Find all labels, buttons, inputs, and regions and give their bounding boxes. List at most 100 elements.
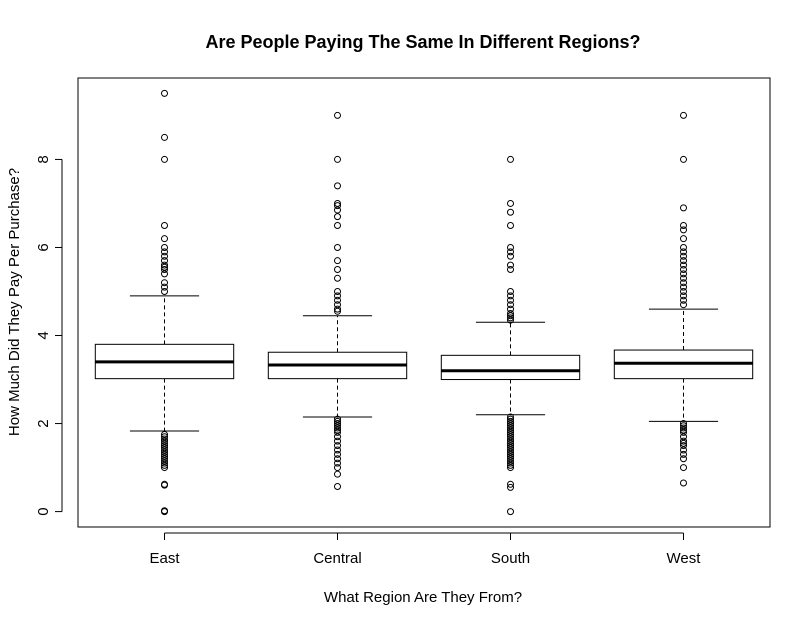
- outlier-point: [334, 422, 341, 430]
- boxes-layer: [94, 89, 754, 516]
- outlier-point: [680, 424, 687, 432]
- chart-title: Are People Paying The Same In Different …: [205, 32, 640, 52]
- outlier-point: [507, 261, 514, 269]
- outlier-point: [680, 252, 687, 260]
- outlier-point: [507, 480, 514, 488]
- y-tick-label: 8: [35, 155, 52, 163]
- outlier-point: [680, 248, 687, 256]
- outlier-point: [507, 439, 514, 447]
- outlier-point: [680, 221, 687, 229]
- outlier-point: [161, 287, 168, 295]
- outlier-point: [680, 204, 687, 212]
- outlier-point: [680, 261, 687, 269]
- outlier-point: [680, 287, 687, 295]
- outlier-point: [161, 442, 168, 450]
- outlier-point: [507, 483, 514, 491]
- outlier-point: [334, 111, 341, 119]
- outlier-point: [334, 265, 341, 273]
- outlier-point: [680, 479, 687, 487]
- outlier-point: [334, 433, 341, 441]
- outlier-point: [507, 287, 514, 295]
- outlier-point: [507, 296, 514, 304]
- outlier-point: [161, 480, 168, 488]
- outlier-point: [680, 111, 687, 119]
- outlier-point: [507, 446, 514, 454]
- outlier-point: [507, 444, 514, 452]
- outlier-point: [680, 265, 687, 273]
- outlier-point: [680, 426, 687, 434]
- outlier-point: [680, 274, 687, 282]
- outlier-point: [161, 133, 168, 141]
- outlier-point: [507, 426, 514, 434]
- outlier-point: [161, 263, 168, 271]
- outlier-point: [680, 437, 687, 445]
- outlier-point: [680, 301, 687, 309]
- outlier-point: [334, 307, 341, 315]
- outlier-point: [161, 89, 168, 97]
- outlier-point: [161, 464, 168, 472]
- outlier-point: [680, 155, 687, 163]
- outlier-point: [334, 424, 341, 432]
- outlier-point: [334, 417, 341, 425]
- outlier-point: [680, 292, 687, 300]
- y-axis: 0 2 4 6 8: [35, 155, 63, 516]
- outlier-point: [334, 155, 341, 163]
- outlier-point: [161, 279, 168, 287]
- outlier-point: [161, 459, 168, 467]
- box-group: [613, 111, 754, 487]
- outlier-point: [680, 442, 687, 450]
- outlier-point: [161, 433, 168, 441]
- outlier-point: [680, 439, 687, 447]
- x-axis: East Central South West: [149, 532, 702, 567]
- outlier-point: [680, 420, 687, 428]
- x-tick-label: West: [667, 550, 702, 567]
- outlier-point: [161, 283, 168, 291]
- outlier-point: [161, 261, 168, 269]
- outlier-point: [680, 243, 687, 251]
- outlier-point: [334, 274, 341, 282]
- outlier-point: [161, 507, 168, 515]
- outlier-point: [334, 446, 341, 454]
- outlier-point: [334, 437, 341, 445]
- outlier-point: [334, 464, 341, 472]
- x-axis-label: What Region Are They From?: [324, 589, 522, 606]
- outlier-point: [507, 248, 514, 256]
- outlier-point: [507, 417, 514, 425]
- outlier-point: [507, 221, 514, 229]
- outlier-point: [680, 257, 687, 265]
- outlier-point: [161, 270, 168, 278]
- outlier-point: [507, 301, 514, 309]
- outlier-point: [680, 428, 687, 436]
- box-group: [440, 155, 581, 516]
- outlier-point: [507, 413, 514, 421]
- box-group: [94, 89, 235, 516]
- outlier-point: [161, 461, 168, 469]
- outlier-point: [507, 464, 514, 472]
- outlier-point: [161, 457, 168, 465]
- outlier-point: [161, 431, 168, 439]
- outlier-point: [507, 459, 514, 467]
- outlier-point: [334, 243, 341, 251]
- outlier-point: [161, 437, 168, 445]
- outlier-point: [507, 252, 514, 260]
- outlier-point: [334, 199, 341, 207]
- outlier-point: [334, 455, 341, 463]
- outlier-point: [334, 450, 341, 458]
- outlier-point: [507, 424, 514, 432]
- outlier-point: [507, 431, 514, 439]
- outlier-point: [507, 208, 514, 216]
- outlier-point: [161, 446, 168, 454]
- y-tick-label: 2: [35, 419, 52, 427]
- outlier-point: [161, 448, 168, 456]
- outlier-point: [161, 455, 168, 463]
- outlier-point: [507, 437, 514, 445]
- outlier-point: [334, 301, 341, 309]
- outlier-point: [507, 435, 514, 443]
- outlier-point: [680, 464, 687, 472]
- outlier-point: [507, 316, 514, 324]
- outlier-point: [507, 314, 514, 322]
- outlier-point: [680, 422, 687, 430]
- outlier-point: [680, 226, 687, 234]
- outlier-point: [507, 455, 514, 463]
